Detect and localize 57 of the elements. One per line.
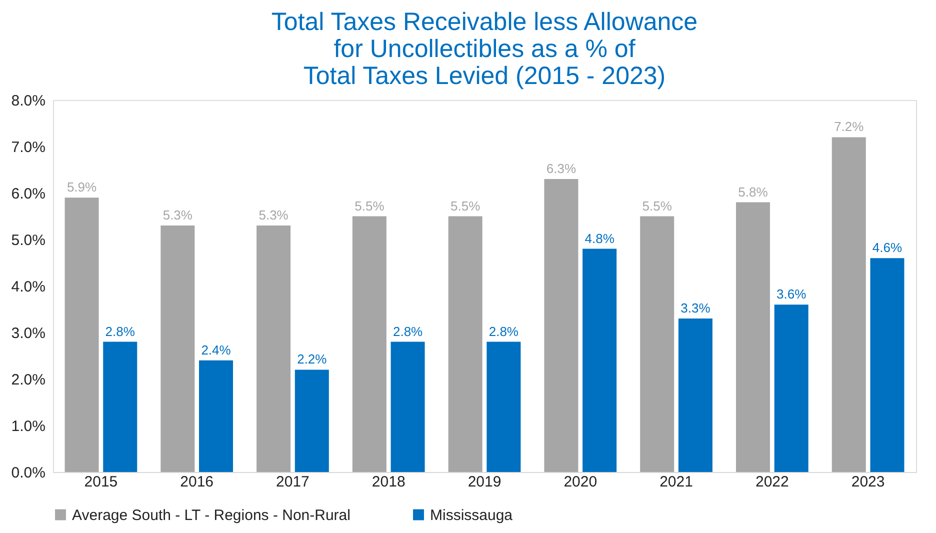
- data-label: 5.8%: [738, 184, 768, 200]
- y-tick-label: 3.0%: [11, 325, 46, 342]
- data-label: 2.8%: [105, 324, 136, 339]
- bar: [448, 216, 482, 472]
- bar: [390, 342, 425, 472]
- bar: [256, 226, 291, 472]
- bar: [870, 258, 904, 472]
- bar: [678, 318, 712, 472]
- data-label: 4.8%: [584, 230, 615, 246]
- bar: [64, 198, 99, 472]
- x-tick-label: 2023: [851, 474, 885, 490]
- bar: [294, 370, 329, 472]
- bar: [486, 342, 521, 472]
- legend-label: Mississauga: [430, 506, 514, 524]
- bar: [103, 342, 138, 472]
- bar: [199, 360, 234, 472]
- data-label: 7.2%: [834, 119, 864, 134]
- data-label: 5.3%: [162, 208, 193, 223]
- data-label: 2.4%: [201, 342, 232, 358]
- y-tick-label: 1.0%: [11, 418, 46, 435]
- data-label: 5.5%: [450, 198, 481, 214]
- bar: [832, 137, 866, 472]
- data-label: 2.8%: [392, 324, 424, 339]
- y-tick-label: 4.0%: [11, 278, 46, 296]
- legend-label: Average South - LT - Regions - Non-Rural: [72, 506, 350, 524]
- y-tick-label: 7.0%: [11, 139, 46, 156]
- y-tick-label: 5.0%: [11, 232, 46, 249]
- bar: [160, 226, 195, 472]
- data-label: 3.3%: [680, 300, 711, 316]
- x-tick-label: 2019: [468, 474, 502, 490]
- data-label: 5.5%: [642, 198, 672, 214]
- chart-title: Total Taxes Receivable less Allowance for Uncollectibles as a % of Total Taxes Levied (2015 - 2023): [271, 8, 698, 90]
- data-label: 4.6%: [872, 240, 902, 256]
- data-label: 2.2%: [297, 352, 328, 367]
- data-label: 3.6%: [776, 286, 807, 302]
- data-label: 5.3%: [258, 208, 289, 223]
- bar: [774, 304, 808, 472]
- x-tick-label: 2021: [660, 474, 693, 490]
- y-tick-label: 2.0%: [11, 372, 46, 388]
- bar: [582, 248, 617, 472]
- y-tick-label: 6.0%: [11, 186, 46, 202]
- x-tick-label: 2022: [755, 474, 789, 490]
- bar: [544, 179, 578, 472]
- data-label: 5.5%: [354, 198, 385, 214]
- x-tick-label: 2015: [84, 474, 118, 490]
- bar: [736, 202, 770, 472]
- data-label: 2.8%: [488, 324, 519, 339]
- x-tick-label: 2017: [276, 474, 310, 490]
- bar: [640, 216, 674, 472]
- y-tick-label: 8.0%: [11, 92, 46, 110]
- data-label: 6.3%: [546, 161, 576, 176]
- x-tick-label: 2020: [564, 474, 598, 490]
- bar: [352, 216, 386, 472]
- x-tick-label: 2018: [372, 474, 406, 490]
- data-label: 5.9%: [66, 180, 98, 195]
- x-tick-label: 2016: [180, 474, 214, 490]
- y-tick-label: 0.0%: [11, 464, 46, 482]
